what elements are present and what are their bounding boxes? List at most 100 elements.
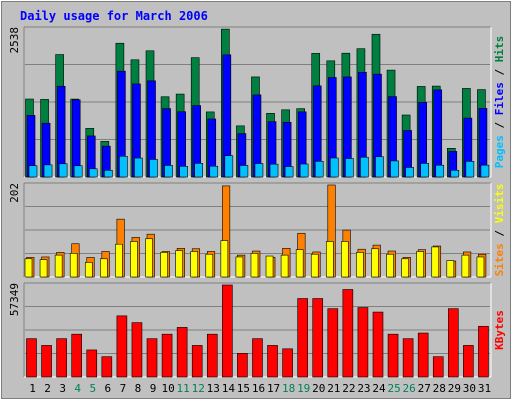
pages-bar xyxy=(480,164,490,178)
day-label: 2 xyxy=(44,382,51,395)
sites-bar xyxy=(476,256,485,278)
kbytes-bar xyxy=(342,289,354,378)
kbytes-bar xyxy=(252,338,263,378)
pages-bar xyxy=(209,165,219,178)
day-label: 24 xyxy=(372,382,386,395)
kbytes-bar xyxy=(131,322,143,378)
day-label: 5 xyxy=(89,382,96,395)
day-label: 4 xyxy=(74,382,81,395)
kbytes-bar xyxy=(297,298,308,378)
day-label: 23 xyxy=(357,382,370,395)
kbytes-bar xyxy=(432,356,444,378)
files-bar xyxy=(433,89,443,178)
kbytes-side-label-part: KBytes xyxy=(493,310,506,350)
sites-bar xyxy=(160,252,168,278)
pages-bar xyxy=(420,163,429,178)
sites-bar xyxy=(280,254,289,278)
sites-bar xyxy=(325,241,334,278)
kbytes-bar xyxy=(463,345,474,378)
sites-bar xyxy=(401,258,409,278)
kbytes-bar xyxy=(101,356,113,378)
day-label: 16 xyxy=(252,382,265,395)
kbytes-bar xyxy=(448,308,459,378)
kbytes-bar xyxy=(116,315,128,378)
pages-bar xyxy=(254,163,264,178)
day-label: 7 xyxy=(120,382,127,395)
pages-bar xyxy=(88,168,98,178)
pages-bar xyxy=(465,161,475,178)
day-label: 13 xyxy=(207,382,220,395)
pages-bar xyxy=(269,163,279,178)
sites-bar xyxy=(235,256,244,278)
day-label: 12 xyxy=(192,382,205,395)
day-label: 27 xyxy=(418,382,431,395)
hits-side-label-part: / xyxy=(493,115,506,135)
pages-bar xyxy=(239,165,249,178)
visits-side-label: Sites / Visits xyxy=(493,184,506,277)
day-label: 11 xyxy=(177,382,190,395)
kbytes-bar xyxy=(41,345,52,378)
sites-bar xyxy=(54,254,63,278)
sites-bar xyxy=(100,258,108,278)
sites-bar xyxy=(190,251,199,278)
kbytes-bar xyxy=(327,308,339,378)
sites-bar xyxy=(250,253,259,278)
sites-bar xyxy=(145,238,153,278)
day-label: 30 xyxy=(463,382,476,395)
day-label: 22 xyxy=(342,382,355,395)
sites-bar xyxy=(265,255,274,278)
sites-bar xyxy=(371,248,379,278)
kbytes-bar xyxy=(357,307,369,378)
sites-bar xyxy=(115,243,123,278)
sites-bar xyxy=(356,252,364,278)
sites-bar xyxy=(220,240,229,278)
day-label: 18 xyxy=(282,382,295,395)
day-label: 19 xyxy=(297,382,310,395)
day-label: 17 xyxy=(267,382,280,395)
day-label: 26 xyxy=(403,382,416,395)
files-bar xyxy=(71,99,81,178)
day-label: 8 xyxy=(135,382,142,395)
day-label: 20 xyxy=(312,382,325,395)
pages-bar xyxy=(405,167,414,178)
hits-ymax-label: 2538 xyxy=(8,27,21,54)
kbytes-bar xyxy=(222,284,233,378)
pages-bar xyxy=(194,163,204,178)
pages-bar xyxy=(149,159,158,178)
day-label: 9 xyxy=(150,382,157,395)
hits-side-label-part: Hits xyxy=(493,36,506,63)
pages-bar xyxy=(314,161,324,178)
pages-bar xyxy=(390,160,399,178)
kbytes-bar xyxy=(206,333,218,378)
kbytes-bar xyxy=(312,298,324,378)
kbytes-bar xyxy=(86,349,98,378)
sites-bar xyxy=(416,251,424,278)
pages-bar xyxy=(43,164,53,178)
kbytes-bar xyxy=(417,332,429,378)
day-label: 28 xyxy=(433,382,446,395)
visits-side-label-part: Visits xyxy=(493,184,506,224)
day-label: 10 xyxy=(161,382,174,395)
pages-bar xyxy=(345,158,354,178)
day-label: 29 xyxy=(448,382,461,395)
pages-bar xyxy=(73,165,83,178)
pages-bar xyxy=(329,157,339,178)
sites-bar xyxy=(24,258,33,278)
pages-bar xyxy=(284,166,294,178)
kbytes-bar xyxy=(191,345,203,378)
hits-side-label-part: Files xyxy=(493,82,506,115)
kbytes-bar xyxy=(282,348,293,378)
hits-side-label-part: / xyxy=(493,62,506,82)
kbytes-side-label: KBytes xyxy=(493,310,506,350)
kbytes-bar xyxy=(387,333,399,378)
pages-bar xyxy=(375,156,384,178)
kbytes-ymax-label: 57349 xyxy=(8,283,21,316)
sites-bar xyxy=(69,253,78,278)
day-label: 3 xyxy=(59,382,66,395)
files-bar xyxy=(56,85,66,178)
day-label: 15 xyxy=(237,382,250,395)
pages-bar xyxy=(164,165,173,178)
